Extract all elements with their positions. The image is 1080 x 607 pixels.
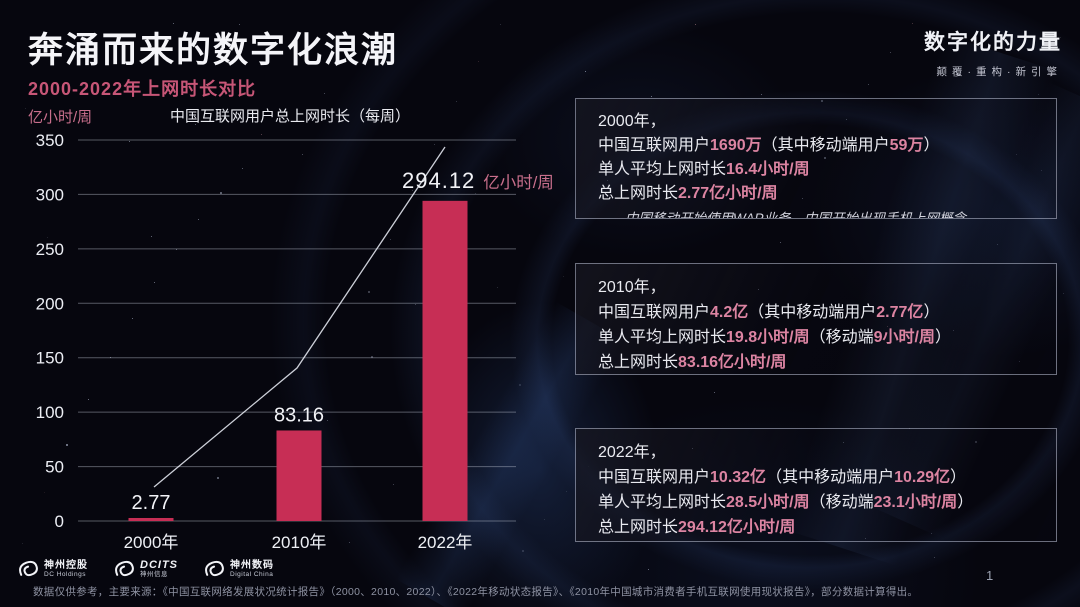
bar-2010年: [276, 430, 322, 521]
info-box-line: 总上网时长294.12亿小时/周: [598, 519, 796, 536]
info-box-line: 总上网时长83.16亿小时/周: [598, 354, 787, 371]
bar-chart: 0 50 100 150 200 250 300 350 2.77 2000年 83.16 2010年…: [36, 131, 554, 552]
logo-subname: Digital China: [230, 571, 274, 578]
info-box-line: 单人平均上网时长28.5小时/周（移动端23.1小时/周）: [598, 494, 974, 511]
page-title: 奔涌而来的数字化浪潮: [28, 31, 399, 70]
logo-dc-holdings: 神州控股 DC Holdings: [18, 559, 88, 580]
info-box-year: 2010年，: [598, 279, 666, 296]
y-tick-150: 150: [36, 349, 64, 368]
galaxy-swirl-icon: [19, 560, 38, 577]
y-tick-300: 300: [36, 185, 64, 204]
y-tick-350: 350: [36, 131, 64, 150]
brand-title: 数字化的力量: [924, 31, 1062, 54]
bar-value-label-2: 294.12 亿小时/周: [402, 168, 554, 193]
footer-logos: 神州控股 DC Holdings DCITS 神州信息 神州数码 Digital…: [18, 559, 274, 580]
logo-subname: DC Holdings: [44, 571, 86, 578]
chart-title: 中国互联网用户总上网时长（每周）: [170, 108, 411, 125]
logo-name: 神州控股: [44, 560, 88, 571]
info-box-lines: 中国互联网用户10.32亿（其中移动端用户10.29亿） 单人平均上网时长28.5…: [598, 465, 1040, 540]
info-box-lines: 中国互联网用户1690万（其中移动端用户59万） 单人平均上网时长16.4小时/周…: [598, 134, 1040, 206]
page-subtitle: 2000-2022年上网时长对比: [28, 79, 257, 99]
page-number: 1: [986, 568, 994, 583]
x-label-2010年: 2010年: [272, 533, 327, 552]
info-box-note: ——中国移动开始使用WAP业务，中国开始出现手机上网概念: [598, 211, 967, 219]
y-tick-50: 50: [45, 458, 64, 477]
bar-value-label-1: 83.16: [274, 404, 324, 426]
bar-value-label-0: 2.77: [132, 492, 171, 514]
logo-name: 神州数码: [230, 560, 274, 571]
logo-text: DCITS 神州信息: [140, 560, 178, 579]
info-box-2022: 2022年， 中国互联网用户10.32亿（其中移动端用户10.29亿） 单人平均上…: [575, 428, 1057, 542]
info-box-line: 中国互联网用户4.2亿（其中移动端用户2.77亿）: [598, 304, 940, 321]
y-tick-100: 100: [36, 403, 64, 422]
logo-text: 神州数码 Digital China: [230, 560, 274, 579]
brand-tagline: 颠覆·重构·新引擎: [936, 66, 1062, 78]
data-source-note: 数据仅供参考，主要来源：《中国互联网络发展状况统计报告》（2000、2010、2…: [33, 586, 919, 598]
y-tick-200: 200: [36, 294, 64, 313]
info-box-2000: 2000年， 中国互联网用户1690万（其中移动端用户59万） 单人平均上网时长1…: [575, 98, 1057, 219]
galaxy-swirl-icon: [205, 560, 224, 577]
y-tick-0: 0: [55, 512, 64, 531]
logo-digital-china: 神州数码 Digital China: [204, 559, 274, 580]
info-box-year: 2000年，: [598, 113, 666, 130]
growth-trend-line: [153, 146, 446, 488]
info-box-year: 2022年，: [598, 444, 666, 461]
bar-2000年: [128, 517, 174, 521]
info-box-line: 中国互联网用户10.32亿（其中移动端用户10.29亿）: [598, 469, 967, 486]
x-label-2022年: 2022年: [418, 533, 473, 552]
galaxy-swirl-icon: [115, 560, 134, 577]
logo-dcits: DCITS 神州信息: [114, 559, 178, 580]
logo-subname: 神州信息: [140, 571, 168, 578]
info-box-lines: 中国互联网用户4.2亿（其中移动端用户2.77亿） 单人平均上网时长19.8小时/…: [598, 300, 1040, 374]
x-label-2000年: 2000年: [124, 533, 179, 552]
y-tick-250: 250: [36, 240, 64, 259]
info-box-line: 单人平均上网时长16.4小时/周: [598, 161, 810, 178]
info-box-line: 中国互联网用户1690万（其中移动端用户59万）: [598, 137, 940, 154]
bar-2022年: [422, 200, 468, 521]
logo-text: 神州控股 DC Holdings: [44, 560, 88, 579]
info-box-line: 单人平均上网时长19.8小时/周（移动端9小时/周）: [598, 329, 951, 346]
logo-name: DCITS: [140, 559, 178, 571]
y-axis-unit-label: 亿小时/周: [28, 109, 93, 126]
info-box-line: 总上网时长2.77亿小时/周: [598, 185, 778, 202]
brand-block: 数字化的力量 颠覆·重构·新引擎: [924, 26, 1062, 79]
info-box-2010: 2010年， 中国互联网用户4.2亿（其中移动端用户2.77亿） 单人平均上网时长…: [575, 263, 1057, 375]
